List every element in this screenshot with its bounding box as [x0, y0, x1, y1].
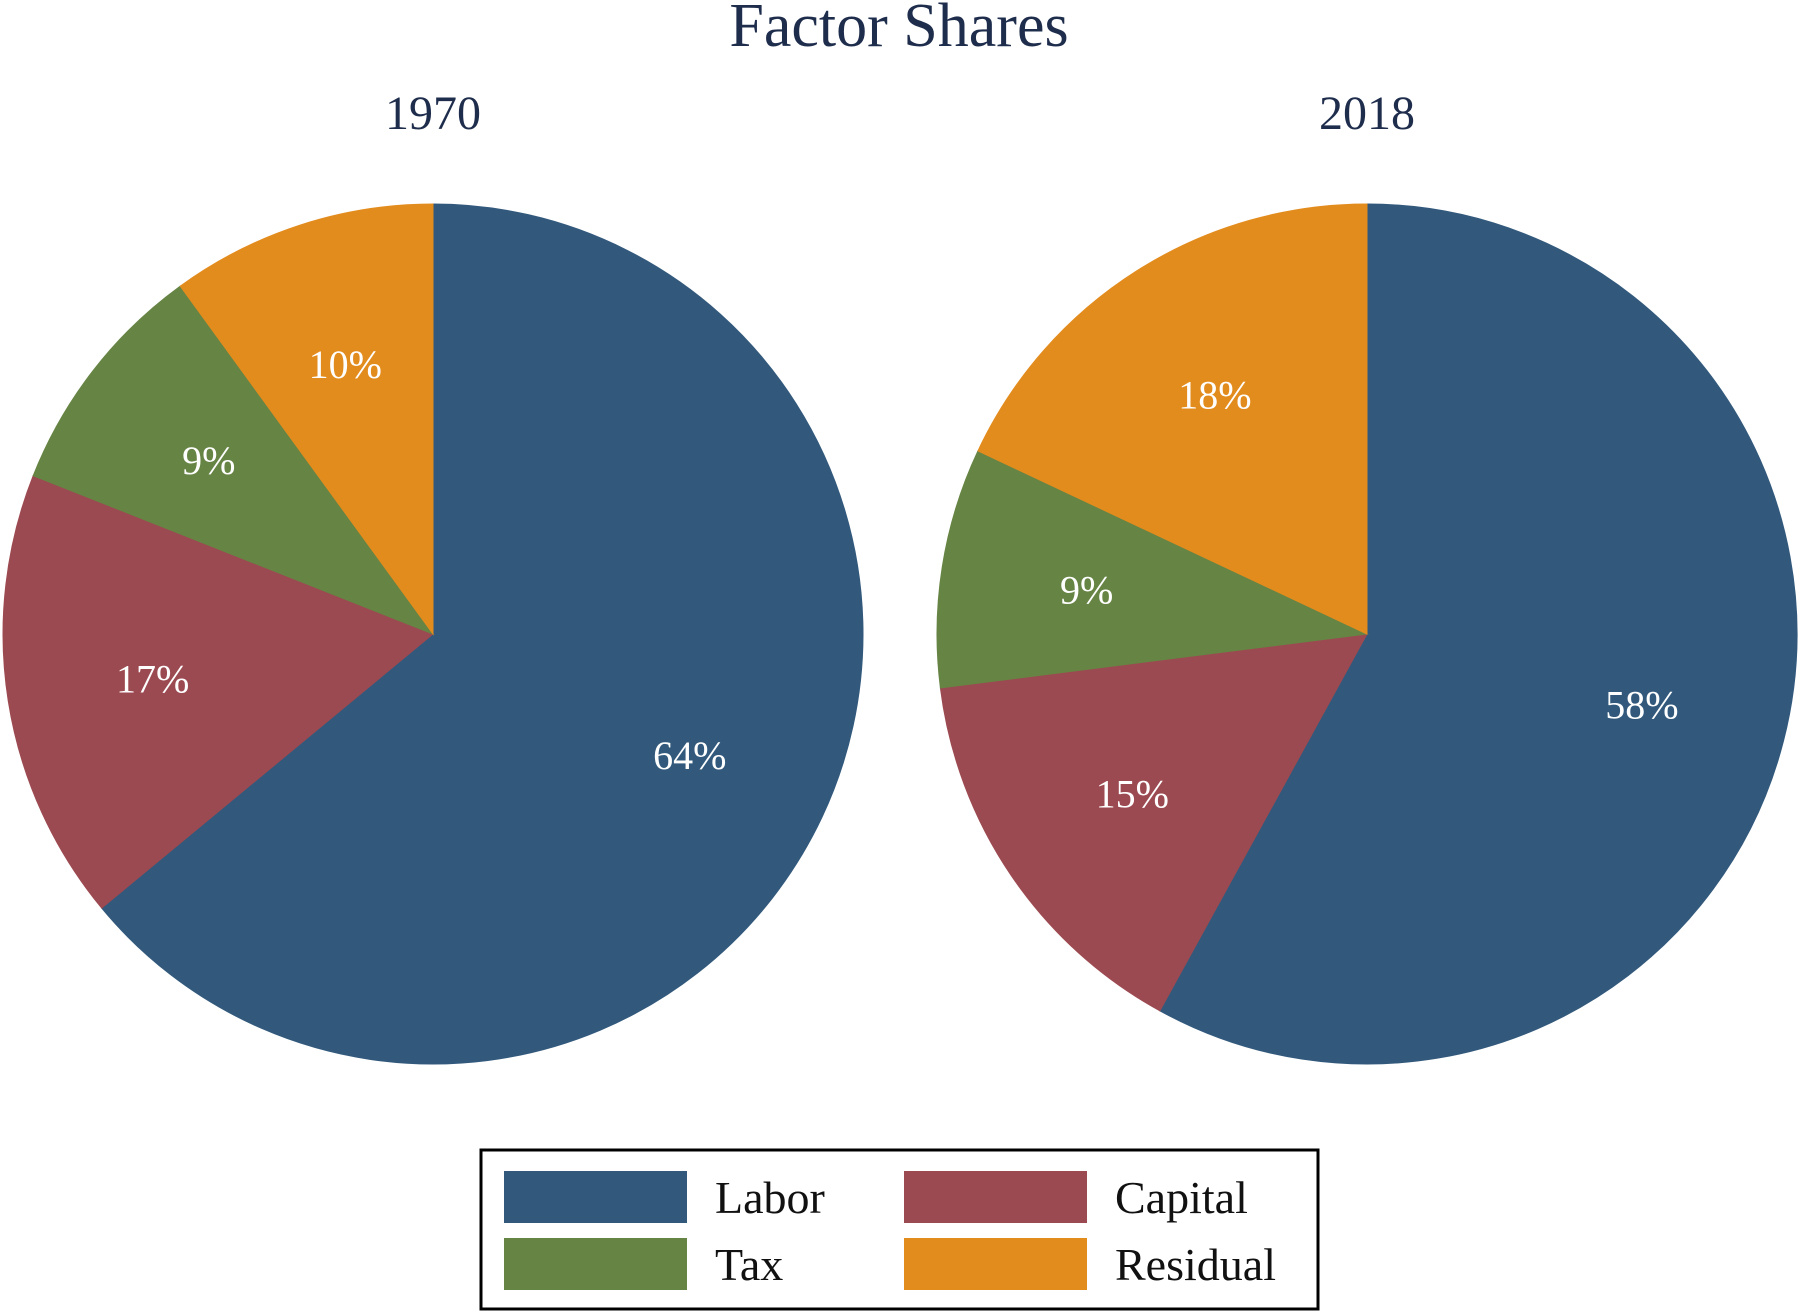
slice-label-tax-1970: 9%	[182, 438, 235, 483]
legend-swatch-residual	[904, 1238, 1087, 1290]
legend-swatch-labor	[504, 1171, 687, 1223]
slice-residual-1970	[179, 203, 434, 636]
slice-label-tax-2018: 9%	[1060, 568, 1113, 613]
pie-1970: 1970 64% 17% 9% 10%	[2, 87, 864, 1065]
slice-label-labor-2018: 58%	[1605, 683, 1678, 728]
pie-2018: 2018 58% 15% 9% 18%	[936, 87, 1798, 1065]
slice-label-capital-2018: 15%	[1096, 772, 1169, 817]
slice-tax-2018	[936, 450, 1369, 689]
slice-label-residual-1970: 10%	[309, 342, 382, 387]
slice-label-labor-1970: 64%	[653, 733, 726, 778]
slice-labor-2018	[1159, 203, 1798, 1065]
legend-swatch-capital	[904, 1171, 1087, 1223]
slice-residual-2018	[977, 203, 1368, 635]
slice-label-capital-1970: 17%	[116, 656, 189, 701]
slice-capital-1970	[2, 475, 434, 909]
chart-title: Factor Shares	[729, 0, 1068, 60]
legend: Labor Capital Tax Residual	[479, 1148, 1320, 1311]
slice-capital-2018	[939, 633, 1368, 1012]
slice-labor-1970	[100, 203, 864, 1065]
legend-label-labor: Labor	[715, 1172, 825, 1223]
legend-label-tax: Tax	[715, 1239, 783, 1290]
pie-title-2018: 2018	[1319, 87, 1415, 140]
pie-title-1970: 1970	[385, 87, 481, 140]
slice-tax-1970	[32, 285, 435, 636]
legend-label-residual: Residual	[1115, 1239, 1276, 1290]
legend-label-capital: Capital	[1115, 1172, 1248, 1223]
legend-swatch-tax	[504, 1238, 687, 1290]
slice-label-residual-2018: 18%	[1178, 372, 1251, 417]
